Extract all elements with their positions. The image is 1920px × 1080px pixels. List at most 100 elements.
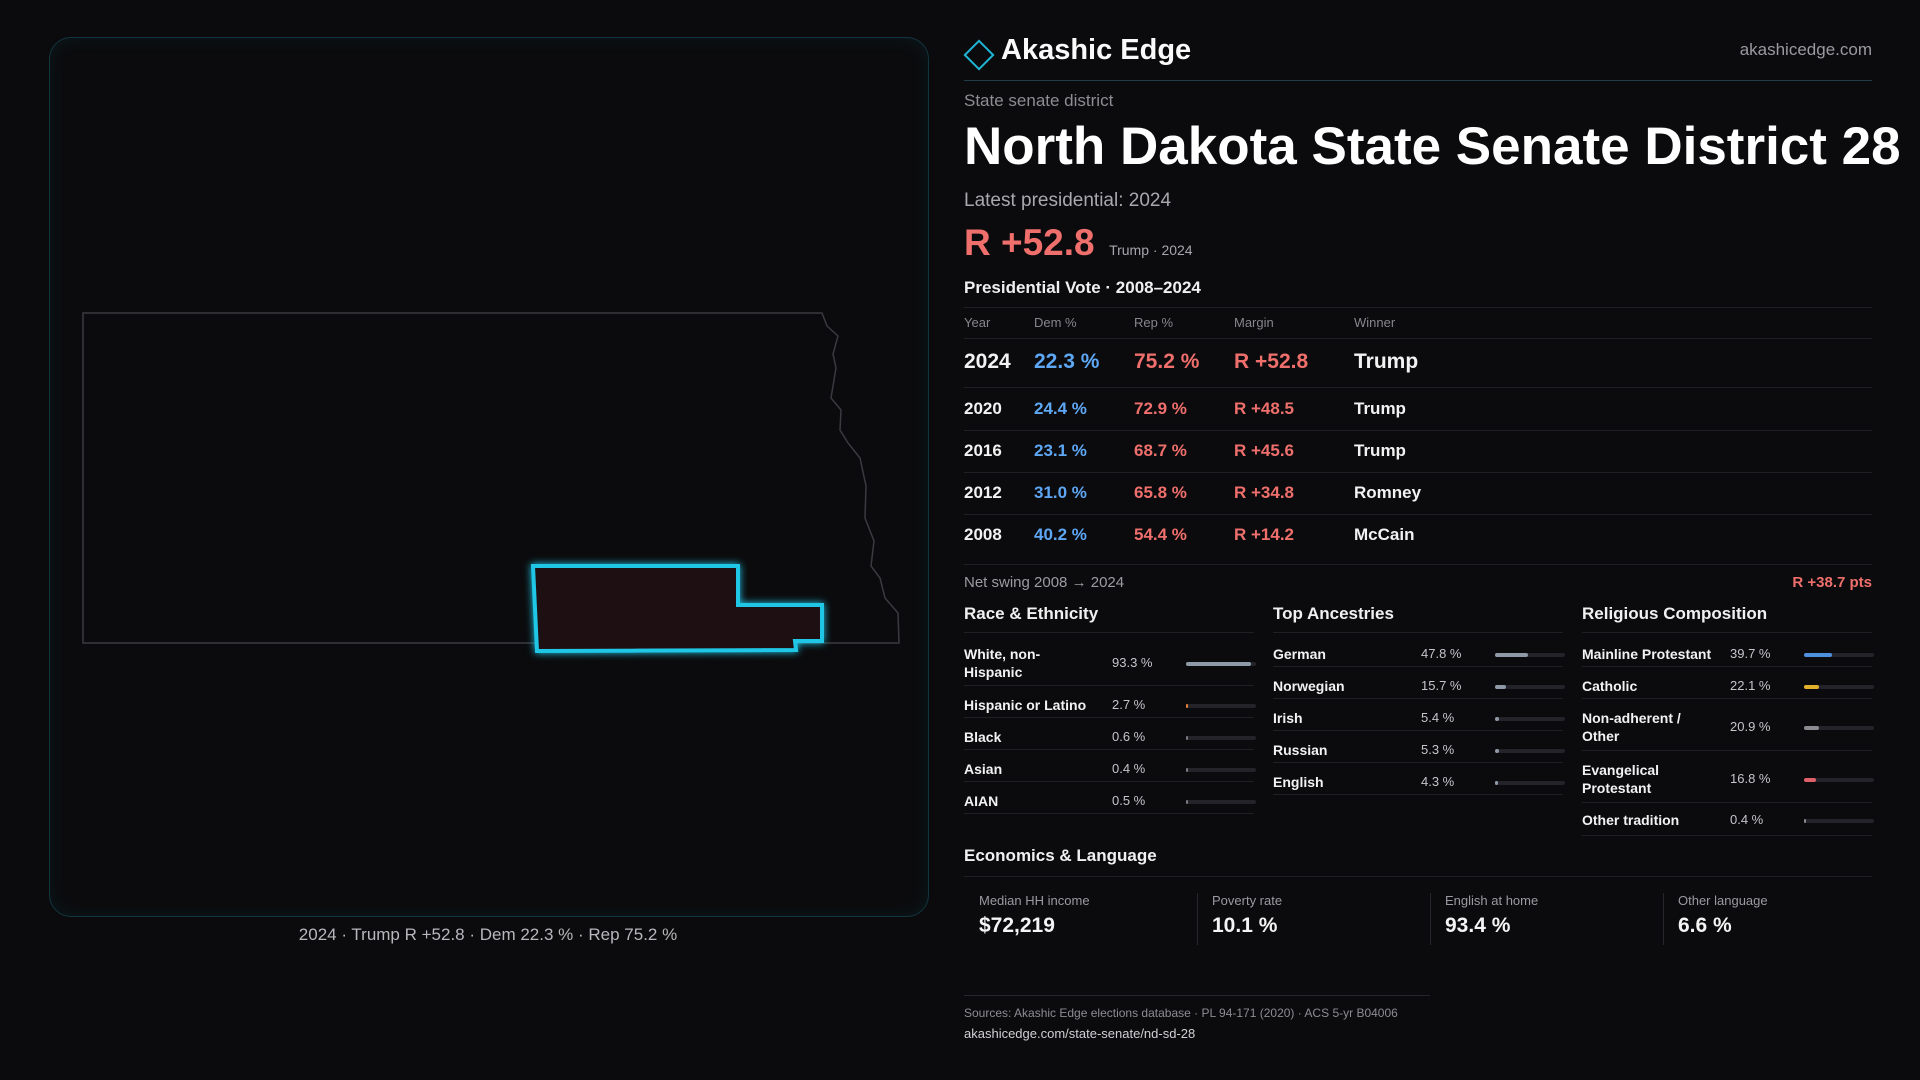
divider bbox=[964, 338, 1872, 339]
cell-rep: 75.2 % bbox=[1134, 350, 1200, 373]
district-map[interactable] bbox=[50, 38, 928, 916]
econ-stat-label: Poverty rate bbox=[1212, 893, 1283, 908]
margin-value: R +52.8 bbox=[964, 222, 1095, 263]
religious-composition-title: Religious Composition bbox=[1582, 604, 1768, 623]
stat-bar-track bbox=[1495, 685, 1565, 689]
stat-label: Catholic bbox=[1582, 678, 1638, 694]
divider bbox=[1273, 730, 1563, 731]
presidential-vote-title: Presidential Vote · 2008–2024 bbox=[964, 278, 1201, 297]
divider bbox=[964, 685, 1254, 686]
stat-label: Hispanic or Latino bbox=[964, 697, 1087, 713]
divider bbox=[1273, 666, 1563, 667]
divider bbox=[964, 387, 1872, 388]
cell-year: 2008 bbox=[964, 525, 1002, 544]
column-header-year: Year bbox=[964, 315, 991, 330]
econ-stat-value: 6.6 % bbox=[1678, 914, 1732, 937]
district-outline[interactable] bbox=[530, 564, 824, 654]
stat-bar-track bbox=[1804, 726, 1874, 730]
stat-bar-track bbox=[1495, 749, 1565, 753]
cell-year: 2020 bbox=[964, 399, 1002, 418]
stat-bar-fill bbox=[1804, 778, 1816, 782]
page-title: North Dakota State Senate District 28 bbox=[964, 117, 1901, 176]
brand-site-link[interactable]: akashicedge.com bbox=[1739, 40, 1872, 59]
econ-stat-label: English at home bbox=[1445, 893, 1539, 908]
latest-presidential-label: Latest presidential: 2024 bbox=[964, 190, 1172, 211]
divider bbox=[1273, 632, 1563, 633]
stat-bar-fill bbox=[1186, 800, 1188, 804]
stat-bar-fill bbox=[1804, 819, 1806, 823]
stat-label: Mainline Protestant bbox=[1582, 646, 1712, 662]
column-header-winner: Winner bbox=[1354, 315, 1396, 330]
stat-value: 5.3 % bbox=[1421, 742, 1455, 757]
divider bbox=[1582, 632, 1872, 633]
stat-label: English bbox=[1273, 774, 1324, 790]
stat-bar-track bbox=[1495, 717, 1565, 721]
brand-header: Akashic Edge akashicedge.com bbox=[963, 32, 1872, 82]
cell-margin: R +48.5 bbox=[1234, 399, 1295, 418]
stat-bar-track bbox=[1186, 662, 1256, 666]
divider bbox=[1582, 698, 1872, 699]
divider bbox=[964, 564, 1872, 565]
divider bbox=[964, 876, 1872, 877]
divider bbox=[964, 749, 1254, 750]
stat-bar-track bbox=[1186, 736, 1256, 740]
stat-bar-fill bbox=[1804, 685, 1820, 689]
brand-name: Akashic Edge bbox=[1001, 34, 1192, 66]
divider bbox=[964, 632, 1254, 633]
stat-bar-track bbox=[1186, 768, 1256, 772]
divider bbox=[964, 717, 1254, 718]
cell-dem: 40.2 % bbox=[1034, 525, 1087, 544]
column-header-dem: Dem % bbox=[1034, 315, 1077, 330]
cell-margin: R +52.8 bbox=[1234, 350, 1309, 373]
stat-bar-fill bbox=[1495, 781, 1498, 785]
stat-bar-track bbox=[1804, 819, 1874, 823]
stat-value: 39.7 % bbox=[1730, 646, 1771, 661]
stat-value: 0.6 % bbox=[1112, 729, 1146, 744]
econ-stat: Median HH income $72,219 bbox=[979, 893, 1090, 945]
divider bbox=[1273, 698, 1563, 699]
stat-bar-track bbox=[1186, 800, 1256, 804]
source-url-link[interactable]: akashicedge.com/state-senate/nd-sd-28 bbox=[964, 1026, 1196, 1041]
divider bbox=[1663, 893, 1664, 945]
stat-value: 5.4 % bbox=[1421, 710, 1455, 725]
cell-dem: 24.4 % bbox=[1034, 399, 1087, 418]
stat-bar-fill bbox=[1495, 653, 1529, 657]
divider bbox=[964, 995, 1430, 996]
divider bbox=[1582, 750, 1872, 751]
stat-bar-fill bbox=[1804, 653, 1832, 657]
divider bbox=[1430, 893, 1431, 945]
cell-year: 2024 bbox=[964, 350, 1011, 373]
cell-rep: 68.7 % bbox=[1134, 441, 1187, 460]
stat-bar-track bbox=[1495, 781, 1565, 785]
econ-stat-label: Other language bbox=[1678, 893, 1768, 908]
cell-year: 2012 bbox=[964, 483, 1002, 502]
stat-bar-fill bbox=[1804, 726, 1819, 730]
divider bbox=[964, 813, 1254, 814]
race-ethnicity-title: Race & Ethnicity bbox=[964, 604, 1099, 623]
column-header-margin: Margin bbox=[1234, 315, 1274, 330]
stat-bar-track bbox=[1495, 653, 1565, 657]
map-panel[interactable] bbox=[49, 37, 929, 917]
stat-bar-track bbox=[1186, 704, 1256, 708]
cell-dem: 22.3 % bbox=[1034, 350, 1100, 373]
cell-rep: 65.8 % bbox=[1134, 483, 1187, 502]
cell-year: 2016 bbox=[964, 441, 1002, 460]
stat-bar-fill bbox=[1495, 717, 1499, 721]
column-header-rep: Rep % bbox=[1134, 315, 1174, 330]
stat-label: German bbox=[1273, 646, 1326, 662]
divider bbox=[1197, 893, 1198, 945]
cell-dem: 23.1 % bbox=[1034, 441, 1087, 460]
divider bbox=[964, 80, 1872, 81]
stat-bar-track bbox=[1804, 653, 1874, 657]
divider bbox=[1582, 802, 1872, 803]
net-swing-label: Net swing 2008 → 2024 bbox=[964, 574, 1125, 591]
divider bbox=[964, 472, 1872, 473]
stat-value: 0.4 % bbox=[1112, 761, 1146, 776]
cell-margin: R +14.2 bbox=[1234, 525, 1295, 544]
margin-subtitle: Trump · 2024 bbox=[1109, 242, 1193, 258]
stat-bar-fill bbox=[1186, 736, 1188, 740]
stat-label: White, non-Hispanic bbox=[964, 646, 1041, 680]
stat-bar-fill bbox=[1186, 662, 1252, 666]
stat-value: 20.9 % bbox=[1730, 719, 1771, 734]
stat-value: 16.8 % bbox=[1730, 771, 1771, 786]
